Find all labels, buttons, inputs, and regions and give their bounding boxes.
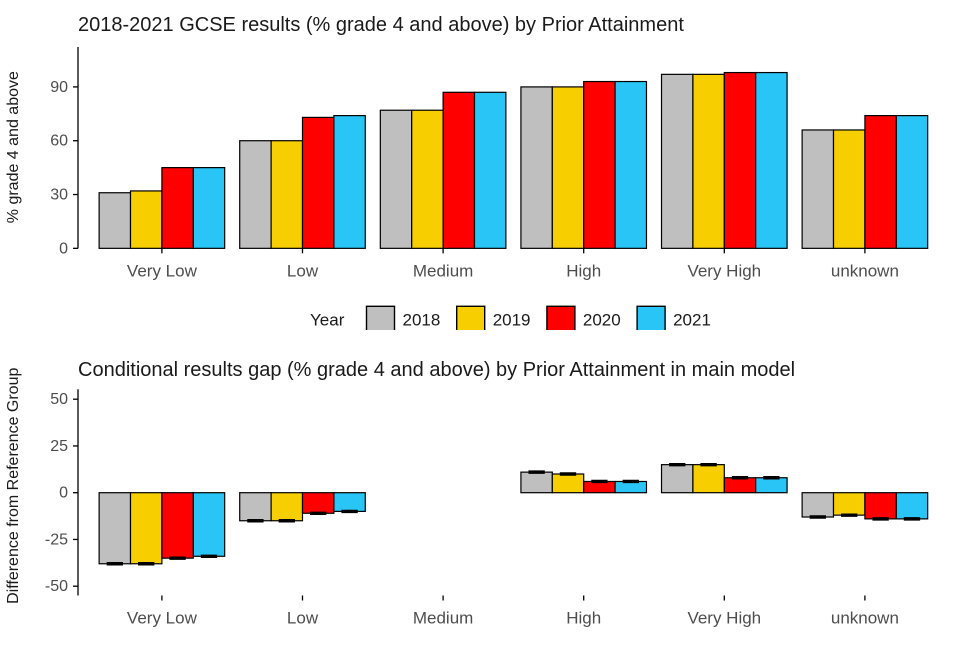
svg-text:Conditional results gap (% gra: Conditional results gap (% grade 4 and a… bbox=[78, 359, 795, 381]
svg-text:Medium: Medium bbox=[413, 609, 473, 628]
svg-text:-50: -50 bbox=[45, 578, 68, 595]
svg-text:High: High bbox=[566, 609, 601, 628]
svg-text:50: 50 bbox=[50, 391, 68, 408]
svg-text:2021: 2021 bbox=[673, 310, 711, 329]
svg-text:% grade 4 and above: % grade 4 and above bbox=[5, 71, 22, 223]
svg-text:Medium: Medium bbox=[413, 261, 473, 280]
svg-text:25: 25 bbox=[50, 438, 68, 455]
svg-text:0: 0 bbox=[59, 485, 68, 502]
svg-text:Very Low: Very Low bbox=[127, 261, 198, 280]
svg-text:Low: Low bbox=[287, 261, 319, 280]
svg-text:2018-2021 GCSE results (% grad: 2018-2021 GCSE results (% grade 4 and ab… bbox=[78, 14, 684, 36]
svg-text:2019: 2019 bbox=[493, 310, 531, 329]
svg-text:60: 60 bbox=[50, 133, 68, 150]
svg-text:Very High: Very High bbox=[687, 261, 761, 280]
svg-text:unknown: unknown bbox=[831, 609, 899, 628]
svg-text:Difference from Reference Grou: Difference from Reference Group bbox=[5, 368, 22, 604]
svg-text:Year: Year bbox=[310, 310, 345, 329]
svg-text:-25: -25 bbox=[45, 531, 68, 548]
svg-text:High: High bbox=[566, 261, 601, 280]
svg-text:0: 0 bbox=[59, 240, 68, 257]
svg-text:unknown: unknown bbox=[831, 261, 899, 280]
svg-text:2018: 2018 bbox=[403, 310, 441, 329]
svg-text:Low: Low bbox=[287, 609, 319, 628]
svg-text:2020: 2020 bbox=[583, 310, 621, 329]
svg-text:Very High: Very High bbox=[687, 609, 761, 628]
svg-text:Very Low: Very Low bbox=[127, 609, 198, 628]
svg-text:30: 30 bbox=[50, 187, 68, 204]
svg-text:90: 90 bbox=[50, 79, 68, 96]
